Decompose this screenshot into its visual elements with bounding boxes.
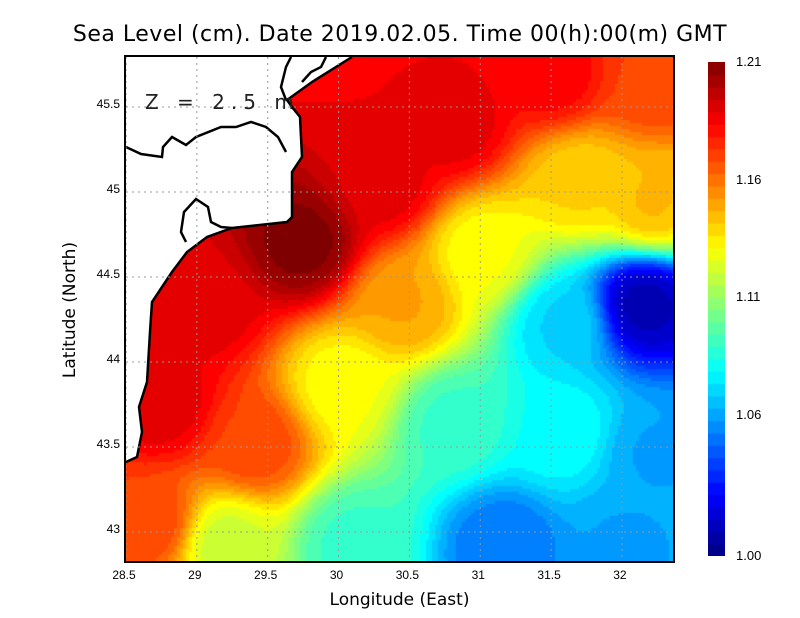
colorbar xyxy=(708,62,725,556)
map-overlay xyxy=(126,57,673,561)
x-tick-label: 31.5 xyxy=(537,568,561,582)
river-inlet xyxy=(279,57,328,101)
colorbar-tick-label: 1.11 xyxy=(736,289,761,305)
map-plot-area xyxy=(124,55,675,563)
land-mass xyxy=(126,57,352,462)
colorbar-tick-label: 1.21 xyxy=(736,54,762,69)
x-axis-label: Longitude (East) xyxy=(329,590,470,610)
delta-coast xyxy=(179,197,233,243)
x-tick-label: 29.5 xyxy=(254,568,278,582)
y-tick-label: 44 xyxy=(106,352,120,366)
x-tick-label: 30.5 xyxy=(395,568,420,582)
y-tick-label: 45 xyxy=(106,182,120,196)
colorbar-tick-label: 1.16 xyxy=(736,171,762,187)
coastline-inner xyxy=(126,120,288,159)
x-tick-label: 28.5 xyxy=(112,568,136,582)
x-tick-label: 29 xyxy=(188,568,202,582)
coastline xyxy=(126,57,353,464)
chart-title: Sea Level (cm). Date 2019.02.05. Time 00… xyxy=(72,22,728,47)
x-tick-label: 32 xyxy=(613,568,627,582)
depth-annotation: Z = 2.5 m xyxy=(145,90,300,114)
y-tick-label: 45.5 xyxy=(96,97,120,111)
colorbar-tick-label: 1.00 xyxy=(736,548,762,563)
x-tick-label: 30 xyxy=(329,568,344,582)
y-tick-label: 43.5 xyxy=(96,437,120,451)
colorbar-tick-label: 1.06 xyxy=(736,406,762,422)
y-axis-label: Latitude (North) xyxy=(60,241,80,379)
x-tick-label: 31 xyxy=(471,568,485,582)
y-tick-label: 43 xyxy=(106,522,120,536)
y-tick-label: 44.5 xyxy=(96,267,120,281)
